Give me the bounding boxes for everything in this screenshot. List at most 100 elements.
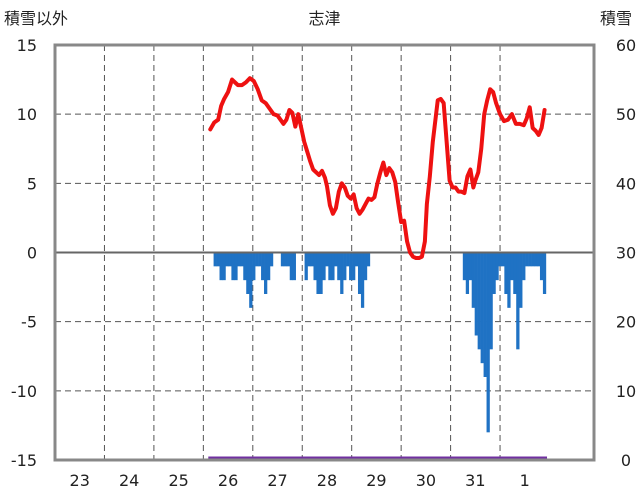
change-bar	[261, 252, 265, 281]
change-bar	[525, 252, 529, 267]
change-bar	[307, 252, 311, 267]
change-bar	[269, 252, 274, 267]
change-bar	[280, 252, 285, 267]
change-bar	[340, 252, 344, 294]
change-bar	[474, 252, 478, 336]
change-bar	[237, 252, 241, 267]
change-bar	[343, 252, 347, 281]
left-tick-label: -5	[21, 313, 37, 332]
left-tick-label: 5	[27, 174, 37, 193]
change-bar	[286, 252, 291, 267]
x-tick-label: 28	[317, 471, 337, 490]
change-bar	[243, 252, 247, 281]
left-tick-label: -10	[11, 382, 37, 401]
change-bar	[534, 252, 538, 267]
x-tick-label: 31	[465, 471, 485, 490]
change-bar	[357, 252, 362, 294]
change-bar	[231, 252, 235, 281]
x-tick-label: 24	[119, 471, 139, 490]
change-bar	[240, 252, 244, 267]
right-tick-label: 0	[621, 451, 631, 470]
right-tick-label: 60	[616, 36, 636, 55]
change-bar	[228, 252, 232, 267]
left-tick-label: 10	[17, 105, 37, 124]
change-bar	[319, 252, 323, 294]
change-bar	[222, 252, 226, 281]
change-bar	[246, 252, 250, 294]
chart-title: 志津	[308, 9, 340, 28]
change-bar	[219, 252, 223, 281]
right-tick-label: 20	[616, 313, 636, 332]
change-bar	[363, 252, 368, 281]
change-bar	[542, 252, 547, 294]
right-tick-label: 10	[616, 382, 636, 401]
change-bar	[258, 252, 262, 267]
change-bar	[313, 252, 317, 281]
change-bar	[337, 252, 341, 281]
change-bar	[477, 252, 481, 350]
change-bar	[486, 252, 490, 433]
x-tick-label: 25	[168, 471, 188, 490]
change-bar	[539, 252, 544, 281]
right-axis-label: 積雪	[600, 9, 632, 28]
change-bar	[234, 252, 238, 281]
left-axis-label: 積雪以外	[4, 9, 68, 28]
change-bar	[498, 252, 502, 267]
left-tick-label: 0	[27, 244, 37, 263]
change-bar	[328, 252, 332, 281]
tick-labels: 15 60 10 50 5 40 0 30 -5 20 -10 10 -15 0 23 24 25 26 27 28 2…	[11, 36, 636, 490]
change-bar	[522, 252, 526, 281]
change-bar	[531, 252, 535, 267]
right-tick-label: 50	[616, 105, 636, 124]
change-bar	[462, 252, 467, 281]
change-bar	[480, 252, 484, 364]
change-bar	[366, 252, 371, 267]
change-bar	[331, 252, 335, 281]
change-bar	[266, 252, 271, 281]
x-tick-label: 27	[267, 471, 287, 490]
change-bar	[252, 252, 256, 281]
x-tick-label: 26	[218, 471, 238, 490]
change-bar	[322, 252, 326, 281]
change-bar	[352, 252, 356, 281]
change-bar	[264, 252, 268, 294]
change-bar	[304, 252, 308, 281]
change-bar	[225, 252, 229, 267]
change-bar	[471, 252, 475, 308]
change-bar	[316, 252, 320, 294]
left-tick-label: 15	[17, 36, 37, 55]
change-bar	[492, 252, 496, 294]
plot-frame	[53, 43, 596, 462]
change-bar	[489, 252, 493, 350]
change-bar	[255, 252, 259, 267]
temperature-line	[208, 76, 547, 261]
x-tick-label: 30	[416, 471, 436, 490]
left-tick-label: -15	[11, 451, 37, 470]
change-bar	[501, 252, 505, 267]
change-bar	[519, 252, 523, 308]
change-bar	[283, 252, 288, 267]
change-bar	[513, 252, 517, 294]
change-bar	[334, 252, 338, 267]
change-bar	[292, 252, 296, 281]
change-bar	[507, 252, 511, 308]
right-tick-label: 40	[616, 174, 636, 193]
change-bar	[216, 252, 220, 267]
change-bar	[289, 252, 294, 281]
change-bar	[355, 252, 359, 267]
change-bar	[360, 252, 365, 308]
grid-lines	[55, 45, 594, 460]
change-bar	[346, 252, 350, 267]
change-bar	[516, 252, 520, 350]
temperature-series	[208, 76, 547, 261]
x-tick-label: 1	[520, 471, 530, 490]
change-bar	[468, 252, 473, 281]
change-bar	[536, 252, 541, 267]
change-bar	[504, 252, 508, 294]
change-bar	[510, 252, 514, 281]
change-bar	[495, 252, 499, 281]
change-bar	[483, 252, 487, 377]
axis-labels: 志津 積雪以外 積雪	[4, 9, 632, 28]
